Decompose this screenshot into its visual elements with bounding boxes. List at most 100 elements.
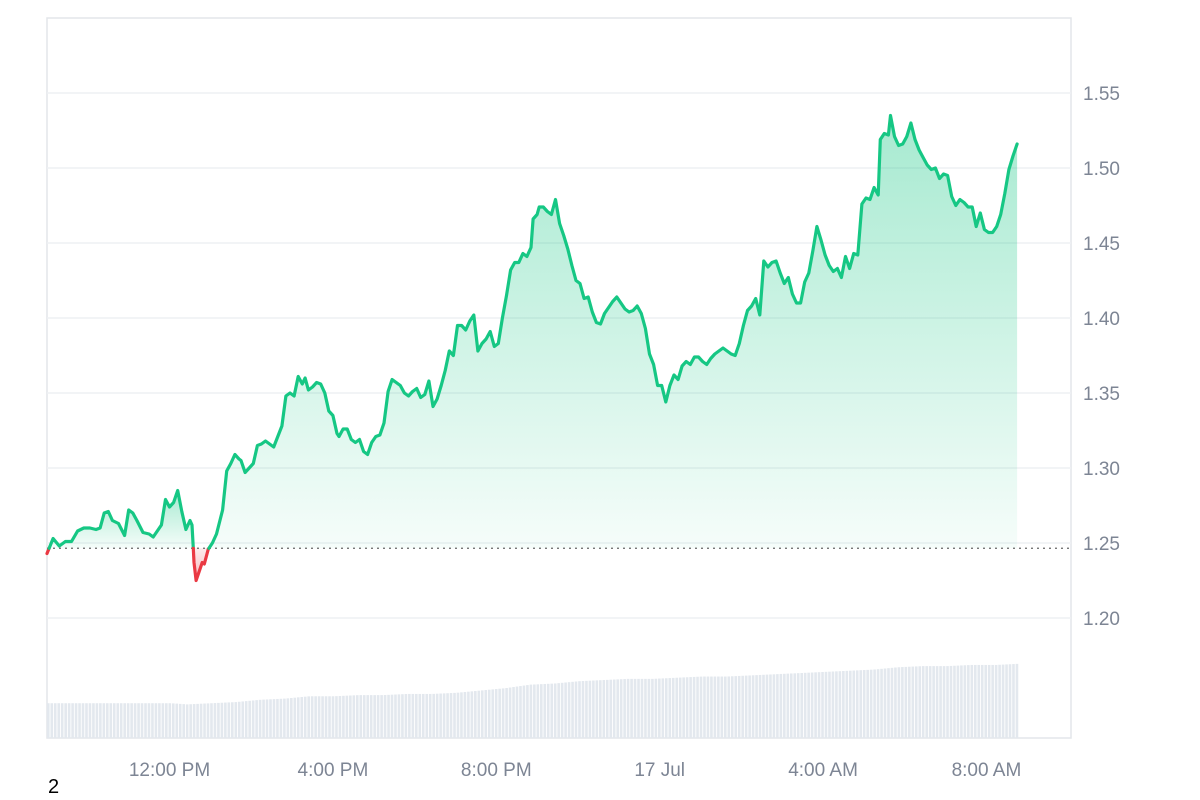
volume-bar (439, 693, 442, 738)
volume-bar (692, 676, 696, 738)
volume-bar (897, 667, 901, 738)
volume-bar (362, 695, 366, 738)
volume-bar (57, 703, 61, 738)
volume-bar (980, 664, 984, 738)
y-tick-label: 1.30 (1083, 459, 1120, 480)
volume-bar (730, 676, 734, 738)
volume-bar (939, 666, 942, 738)
volume-bar (310, 696, 314, 738)
volume-bar (404, 694, 408, 738)
volume-bar (942, 666, 946, 738)
volume-bar (505, 688, 508, 738)
volume-bar (533, 684, 536, 738)
volume-bar (595, 680, 599, 738)
volume-bar (296, 697, 300, 738)
volume-bar (862, 670, 866, 738)
volume-bar (283, 698, 286, 738)
volume-bar (1008, 664, 1012, 738)
volume-bar (571, 681, 574, 738)
volume-bar (498, 688, 501, 738)
volume-bar (165, 703, 168, 738)
volume-bar (987, 664, 991, 738)
volume-bar (682, 677, 685, 738)
volume-bar (911, 666, 915, 738)
volume-bar (213, 703, 217, 738)
volume-bar (644, 678, 647, 738)
volume-bar (953, 665, 956, 738)
volume-bar (526, 685, 529, 738)
volume-bar (640, 678, 644, 738)
volume-bar (803, 672, 807, 738)
volume-bar (758, 674, 762, 738)
volume-bar (762, 674, 765, 738)
volume-bar (977, 664, 981, 738)
volume-bar (859, 670, 863, 738)
volume-bar (491, 689, 495, 738)
volume-bars (47, 663, 1019, 738)
volume-bar (796, 673, 800, 738)
volume-bar (435, 693, 439, 738)
volume-bar (432, 693, 435, 738)
volume-bar (564, 682, 567, 738)
volume-bar (626, 678, 630, 738)
volume-bar (217, 702, 220, 738)
x-tick-label: 12:00 PM (129, 760, 210, 781)
volume-bar (720, 676, 724, 738)
volume-bar (890, 667, 894, 738)
volume-bar (477, 690, 481, 738)
volume-bar (109, 703, 113, 738)
volume-bar (425, 693, 429, 738)
volume-bar (946, 666, 949, 738)
volume-bar (442, 693, 446, 738)
volume-bar (647, 678, 651, 738)
volume-bar (95, 703, 99, 738)
volume-bar (567, 682, 571, 738)
volume-bar (973, 664, 977, 738)
volume-bar (47, 703, 50, 738)
volume-bar (269, 699, 272, 738)
volume-bar (765, 674, 769, 738)
volume-bar (817, 672, 821, 738)
price-area (47, 115, 1018, 581)
volume-bar (776, 674, 779, 738)
y-tick-label: 1.55 (1083, 84, 1120, 105)
volume-bar (578, 681, 581, 738)
volume-bar (501, 688, 505, 738)
volume-bar (345, 695, 349, 738)
volume-bar (74, 703, 78, 738)
volume-bar (737, 675, 741, 738)
volume-bar (734, 676, 738, 738)
volume-bar (852, 670, 856, 738)
volume-bar (171, 703, 175, 738)
volume-bar (467, 691, 470, 738)
volume-bar (106, 703, 109, 738)
x-tick-label: 4:00 PM (298, 760, 369, 781)
volume-bar (338, 695, 342, 738)
volume-bar (112, 703, 116, 738)
volume-bar (411, 693, 415, 738)
volume-bar (484, 690, 488, 738)
volume-bar (1001, 664, 1005, 738)
volume-bar (741, 675, 744, 738)
volume-bar (456, 692, 460, 738)
volume-bar (463, 692, 467, 738)
volume-bar (970, 664, 974, 738)
volume-bar (998, 664, 1001, 738)
footnote-label: 2 (48, 776, 60, 798)
x-axis-labels: 12:00 PM 4:00 PM 8:00 PM 17 Jul 4:00 AM 8:00 … (129, 760, 1021, 781)
volume-bar (592, 680, 595, 738)
volume-bar (748, 675, 751, 738)
volume-bar (637, 678, 640, 738)
volume-bar (991, 664, 994, 738)
volume-bar (151, 703, 154, 738)
volume-bar (925, 666, 928, 738)
volume-bar (619, 679, 623, 738)
volume-bar (453, 692, 456, 738)
volume-bar (328, 696, 331, 738)
volume-bar (783, 673, 786, 738)
volume-bar (303, 696, 307, 738)
volume-bar (383, 695, 387, 738)
volume-bar (932, 666, 935, 738)
volume-bar (428, 693, 432, 738)
